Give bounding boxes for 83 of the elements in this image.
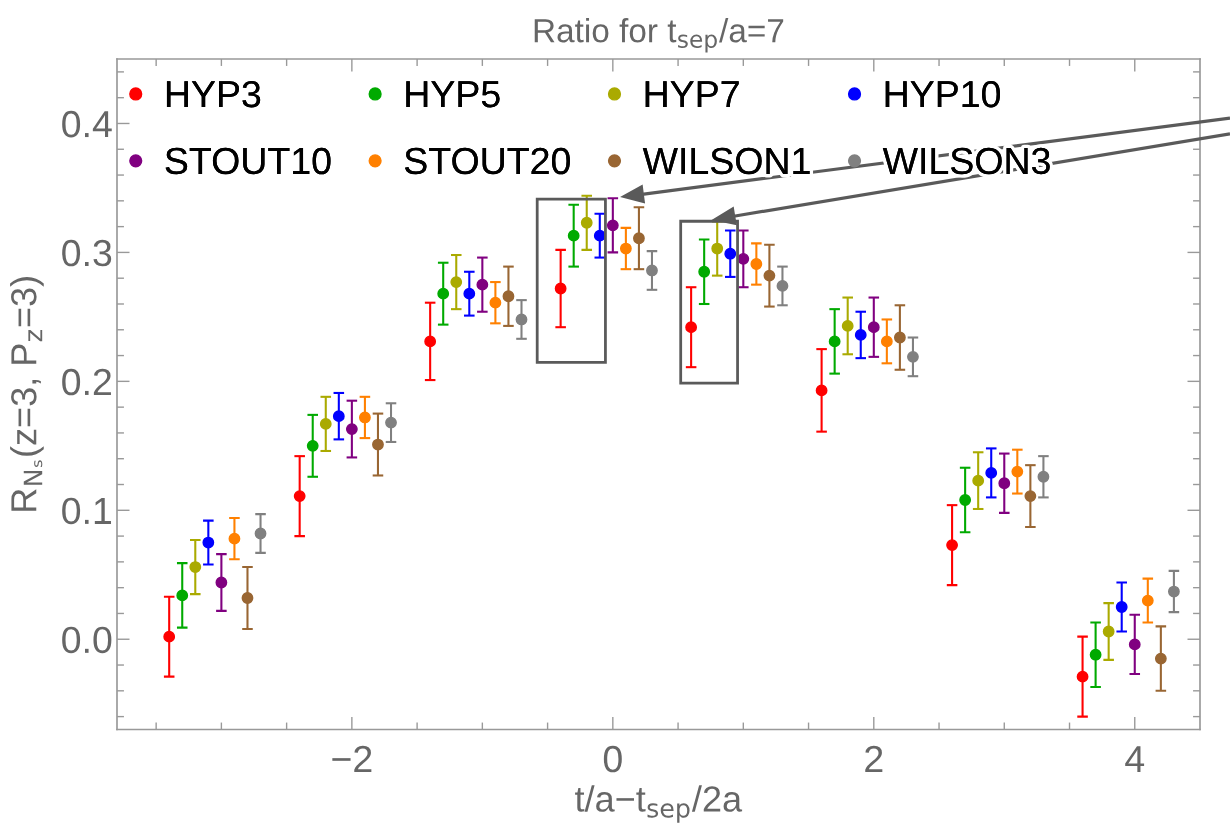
point [685, 321, 698, 334]
point [202, 536, 215, 549]
point [385, 416, 397, 429]
x-tick-label: 2 [865, 745, 883, 772]
point [1024, 490, 1037, 503]
chart-title: Ratio for t$_{sep}$/a=7 [534, 18, 784, 53]
point [489, 296, 502, 309]
legend-label: HYP3 [166, 80, 261, 108]
point [437, 287, 450, 300]
point [1115, 601, 1128, 613]
x-tick-label: −2 [332, 745, 372, 772]
point [985, 467, 998, 479]
point [189, 561, 202, 573]
point [319, 418, 332, 430]
point [750, 258, 763, 270]
point [580, 216, 593, 229]
y-axis-title: R$_{Nₛ}$(z=3, P$_{z}$=3) [10, 277, 44, 511]
point [972, 474, 985, 487]
point [332, 410, 345, 423]
point [345, 423, 358, 435]
point [372, 438, 384, 451]
point [241, 592, 254, 604]
point [254, 527, 267, 540]
point [163, 630, 176, 643]
y-tick-label: 0.4 [62, 110, 112, 138]
point [424, 335, 437, 348]
legend-label: HYP10 [885, 80, 1001, 108]
point [1037, 470, 1050, 483]
point [1154, 652, 1167, 665]
point [737, 252, 750, 265]
point [998, 477, 1011, 490]
point [450, 276, 463, 288]
point [463, 287, 476, 300]
legend-label: HYP5 [406, 81, 500, 108]
point [1168, 585, 1180, 598]
legend-label: STOUT10 [165, 147, 331, 175]
point [228, 532, 241, 545]
point [593, 229, 606, 242]
y-tick-label: 0.3 [62, 239, 112, 267]
point [711, 242, 724, 255]
point [1128, 638, 1141, 651]
point [763, 269, 776, 282]
point [554, 282, 567, 295]
point [606, 219, 619, 232]
point [880, 335, 893, 348]
point [515, 313, 528, 326]
point [841, 320, 854, 332]
point [619, 242, 632, 255]
point [502, 290, 515, 303]
point [1076, 670, 1089, 683]
y-tick-label: 0.2 [62, 368, 111, 396]
point [1089, 648, 1102, 661]
point [946, 539, 958, 552]
point [815, 384, 828, 397]
point [1102, 625, 1115, 638]
point [867, 321, 880, 334]
point [1141, 594, 1154, 607]
x-tick-label: 4 [1125, 746, 1145, 772]
point [776, 280, 789, 292]
point [306, 439, 319, 452]
point [698, 265, 711, 278]
y-tick-label: 0.1 [62, 497, 112, 525]
point [1011, 465, 1024, 478]
point [907, 350, 919, 363]
x-tick-label: 0 [603, 745, 622, 773]
point [633, 232, 645, 245]
point [293, 490, 306, 503]
point [959, 494, 972, 506]
y-tick-label: 0.0 [62, 626, 112, 654]
point [567, 229, 580, 242]
point [476, 278, 489, 291]
point [854, 329, 867, 341]
legend-label: HYP7 [645, 81, 739, 108]
legend-label: WILSON1 [642, 147, 810, 175]
point [828, 335, 841, 348]
x-axis-title: t/a−t$_{sep}$/2a [575, 785, 743, 823]
point [359, 411, 371, 424]
point [893, 331, 906, 344]
legend-label: STOUT20 [404, 147, 570, 175]
point [176, 589, 189, 602]
point [215, 576, 228, 589]
point [724, 247, 737, 260]
point [646, 264, 658, 277]
